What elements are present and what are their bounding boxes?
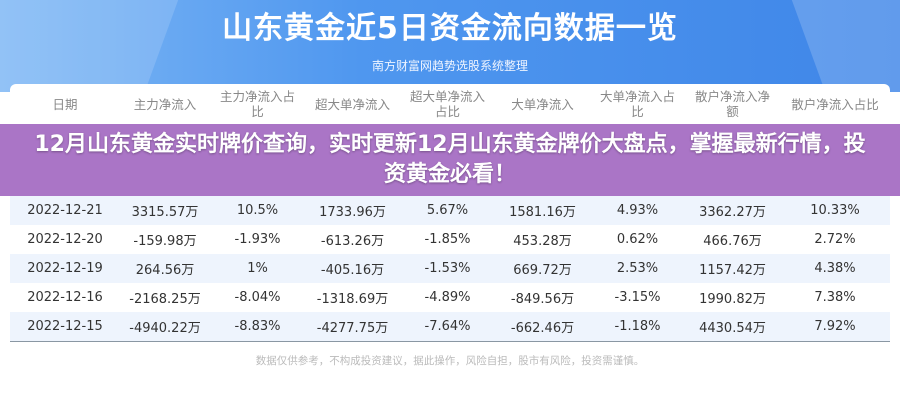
table-cell: 264.56万 xyxy=(135,263,195,278)
table-row: 2022-12-15 -4940.22万 -8.83% -4277.75万 -7.64%… xyxy=(10,312,890,341)
table-cell: 3362.27万 xyxy=(699,205,766,220)
table-cell: -1318.69万 xyxy=(316,292,389,307)
column-header: 主力净流入 xyxy=(133,96,197,112)
data-table: 日期 主力净流入 主力净流入占比 超大单净流入 超大单净流入占比 大单净流入 大单净流入占比… xyxy=(0,84,900,342)
header-banner: 山东黄金近5日资金流向数据一览 南方财富网趋势选股系统整理 xyxy=(0,0,900,92)
table-cell: 2022-12-20 xyxy=(27,232,103,247)
table-cell: -613.26万 xyxy=(320,234,385,249)
table-cell: 1581.16万 xyxy=(509,205,576,220)
overlay-title: 12月山东黄金实时牌价查询，实时更新12月山东黄金牌价大盘点，掌握最新行情，投资… xyxy=(0,124,900,196)
table-cell: 2022-12-21 xyxy=(27,203,103,218)
table-cell: 10.33% xyxy=(810,203,860,218)
table-cell: -1.85% xyxy=(424,232,471,247)
page-subtitle: 南方财富网趋势选股系统整理 xyxy=(371,59,528,73)
table-cell: 1157.42万 xyxy=(699,263,766,278)
table-cell: -1.53% xyxy=(424,261,471,276)
table-cell: -4940.22万 xyxy=(129,321,201,336)
table-cell: -8.83% xyxy=(234,319,281,334)
table-cell: 466.76万 xyxy=(703,234,762,249)
table-cell: -8.04% xyxy=(234,290,281,305)
table-cell: -159.98万 xyxy=(133,234,197,249)
table-cell: 1% xyxy=(247,261,268,276)
table-cell: 2.72% xyxy=(814,232,856,247)
table-cell: 0.62% xyxy=(616,232,659,247)
table-cell: -849.56万 xyxy=(510,292,575,307)
table-cell: -1.93% xyxy=(234,232,281,247)
column-header: 散户净流入净额 xyxy=(694,89,770,119)
table-cell: 453.28万 xyxy=(513,234,572,249)
table-cell: 2.53% xyxy=(616,261,659,276)
table-cell: 7.38% xyxy=(814,290,856,305)
column-header: 超大单净流入 xyxy=(314,96,390,112)
table-cell: -7.64% xyxy=(424,319,471,334)
table-cell: -405.16万 xyxy=(320,263,385,278)
column-header: 散户净流入占比 xyxy=(791,96,879,112)
table-cell: 4430.54万 xyxy=(699,321,766,336)
column-header: 主力净流入占比 xyxy=(219,89,295,119)
table-cell: 2022-12-16 xyxy=(27,290,103,305)
table-cell: 5.67% xyxy=(426,203,469,218)
column-header: 超大单净流入占比 xyxy=(409,89,485,119)
table-cell: -4.89% xyxy=(424,290,471,305)
table-cell: 3315.57万 xyxy=(131,205,199,220)
table-cell: -3.15% xyxy=(614,290,661,305)
table-row: 2022-12-16 -2168.25万 -8.04% -1318.69万 -4.89%… xyxy=(10,283,890,312)
table-cell: -1.18% xyxy=(614,319,661,334)
disclaimer: 数据仅供参考，不构成投资建议，据此操作，风险自担，股市有风险，投资需谨慎。 xyxy=(255,355,645,367)
column-header: 大单净流入占比 xyxy=(599,89,675,119)
table-cell: 4.38% xyxy=(814,261,856,276)
page-title: 山东黄金近5日资金流向数据一览 xyxy=(222,11,678,46)
table-cell: 10.5% xyxy=(236,203,279,218)
table-row: 2022-12-19 264.56万 1% -405.16万 -1.53% 669.72万… xyxy=(10,254,890,283)
table-cell: 4.93% xyxy=(616,203,659,218)
table-cell: 7.92% xyxy=(814,319,856,334)
table-cell: -2168.25万 xyxy=(129,292,201,307)
table-body: 2022-12-21 3315.57万 10.5% 1733.96万 5.67% 1581… xyxy=(10,196,890,341)
table-cell: 2022-12-19 xyxy=(27,261,103,276)
table-cell: 669.72万 xyxy=(513,263,572,278)
table-header: 日期 主力净流入 主力净流入占比 超大单净流入 超大单净流入占比 大单净流入 大单净流入占比… xyxy=(10,84,890,124)
column-header: 日期 xyxy=(52,96,78,112)
table-cell: 1990.82万 xyxy=(699,292,766,307)
table-cell: 1733.96万 xyxy=(319,205,386,220)
table-cell: -662.46万 xyxy=(510,321,575,336)
table-row: 2022-12-21 3315.57万 10.5% 1733.96万 5.67% 1581… xyxy=(10,196,890,225)
table-cell: -4277.75万 xyxy=(316,321,389,336)
table-cell: 2022-12-15 xyxy=(27,319,103,334)
column-header: 大单净流入 xyxy=(511,96,574,112)
table-row: 2022-12-20 -159.98万 -1.93% -613.26万 -1.85% 45… xyxy=(10,225,890,254)
